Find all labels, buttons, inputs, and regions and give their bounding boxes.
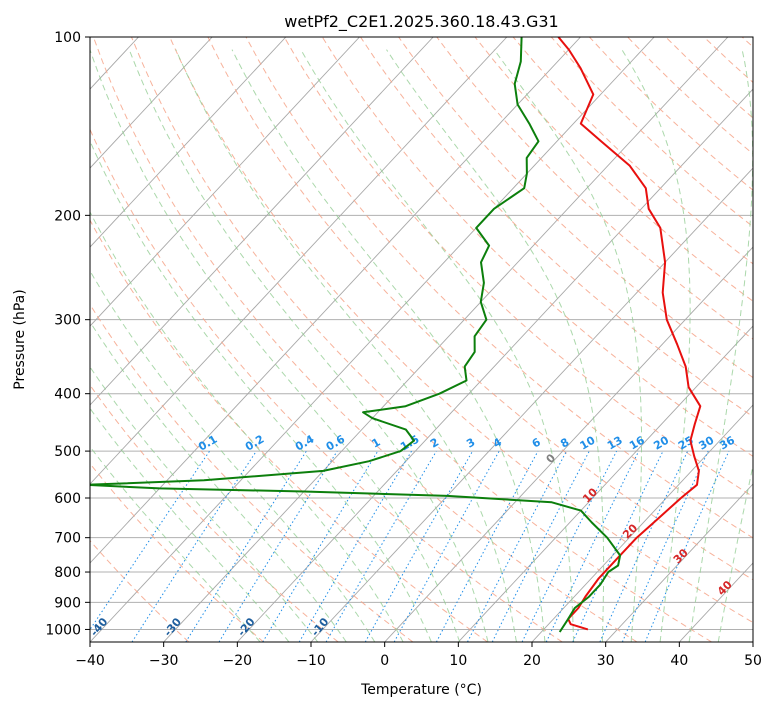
x-tick-label: 0 [380,653,389,669]
mixing-ratio-line [90,450,211,631]
x-tick-label: 20 [523,653,541,669]
isotherm-line [90,37,360,327]
x-tick-label: −40 [75,653,105,669]
dry-adiabat [90,219,488,642]
x-tick-label: −20 [223,653,253,669]
dry-adiabat [169,37,753,624]
mixing-ratio-line [364,450,474,642]
y-tick-label: 800 [54,565,81,581]
dry-adiabat [474,37,753,302]
mixing-ratio-line [435,450,539,642]
isotherm-line [90,37,287,248]
y-axis-label: Pressure (hPa) [12,289,28,389]
moist-adiabat [717,463,753,642]
x-tick-label: −30 [149,653,179,669]
isotherm-line [90,37,655,642]
isotherm-line [384,246,753,642]
mixing-ratio-line [393,450,500,642]
plot-area [90,37,753,642]
chart-title: wetPf2_C2E1.2025.360.18.43.G31 [284,12,558,32]
dry-adiabat [207,37,753,581]
moist-adiabat [621,49,691,642]
moist-adiabat [90,320,347,642]
plot-frame [89,36,754,643]
dry-adiabat [436,37,753,340]
y-tick-label: 1000 [45,622,81,638]
y-tick-label: 200 [54,208,81,224]
dry-adiabat [90,128,563,642]
x-tick-label: −10 [296,653,326,669]
x-tick-label: 30 [597,653,615,669]
y-tick-label: 700 [54,531,81,547]
mixing-ratio-line [491,450,590,642]
mixing-ratio-line [644,450,730,642]
moist-adiabat [688,49,753,642]
dry-adiabat [90,539,190,642]
y-tick-label: 400 [54,387,81,403]
y-tick-label: 500 [54,444,81,460]
isotherm-line [237,88,753,642]
moist-adiabat [231,49,546,642]
moist-adiabat [386,49,605,642]
isotherm-line [90,37,213,169]
dry-adiabat [131,37,712,642]
y-tick-label: 300 [54,313,81,329]
profile-lines [90,37,702,633]
dry-adiabat [92,37,638,642]
dewpoint-profile [90,37,622,633]
moist-adiabat [90,49,461,642]
x-axis-label: Temperature (°C) [360,682,482,698]
moist-adiabat [90,139,432,642]
dry-adiabat [283,37,753,498]
isotherm-line [531,404,753,642]
isotherm-line [458,325,753,642]
mixing-ratio-line [262,450,379,642]
dry-adiabat [245,37,753,539]
isotherm-line [90,37,434,406]
moist-adiabat [300,49,575,642]
y-tick-label: 900 [54,595,81,611]
temperature-profile [557,37,702,631]
isotherm-line [163,37,729,642]
mixing-ratio-line [621,450,709,642]
moist-adiabat [493,49,642,642]
isotherm-line [90,37,581,564]
moist-adiabat [90,269,376,642]
x-tick-label: 40 [670,653,688,669]
mixing-ratio-line [185,450,307,642]
moist-adiabat [128,49,489,642]
isotherm-line [310,167,753,642]
mixing-ratio-line [131,450,257,642]
x-tick-label: 10 [449,653,467,669]
isotherm-line [90,37,508,485]
dry-adiabat [90,462,264,642]
y-tick-label: 100 [54,30,81,46]
x-tick-label: 50 [744,653,762,669]
axes: −40 −30 −20 −10 0 10 20 30 40 50 1000 900 800 700 600 5… [45,30,762,669]
y-tick-label: 600 [54,491,81,507]
mixing-ratio-line [521,450,618,642]
mixing-ratio-line [218,450,338,642]
isotherm-line [605,483,753,642]
moist-adiabat [175,49,517,642]
